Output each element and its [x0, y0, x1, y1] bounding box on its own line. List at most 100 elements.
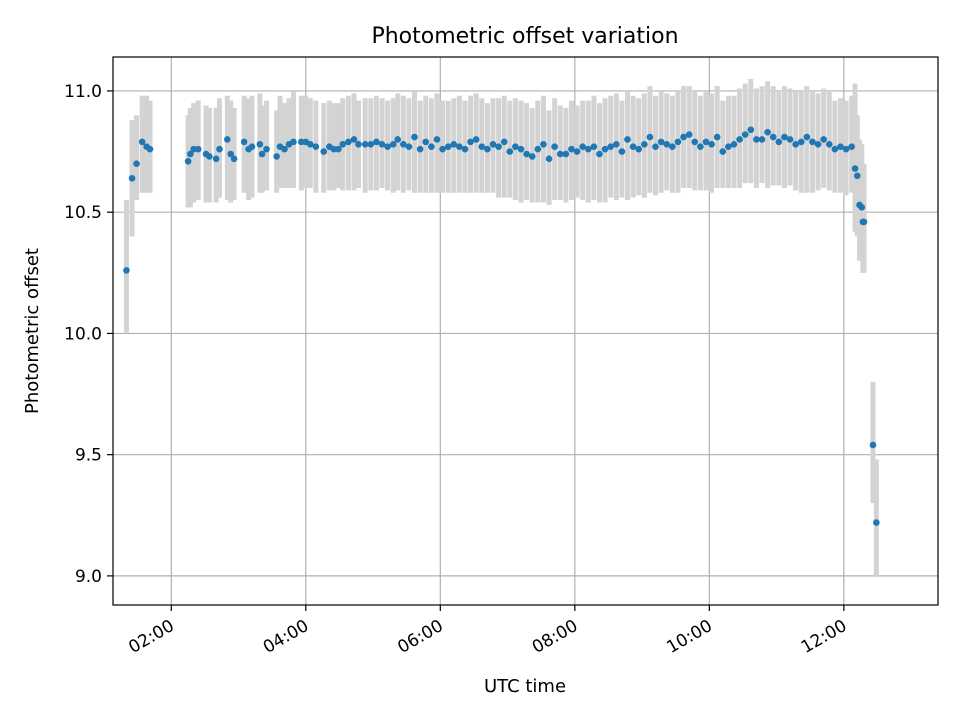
- data-point: [281, 145, 288, 153]
- data-point: [736, 136, 743, 143]
- data-point: [820, 136, 827, 143]
- data-point: [635, 145, 643, 153]
- data-point: [472, 136, 480, 143]
- data-point: [339, 140, 347, 148]
- data-point: [439, 145, 446, 153]
- data-points: [123, 126, 880, 526]
- data-point: [489, 140, 497, 148]
- x-axis-ticks: 02:00 04:00 06:00 08:00 10:00 12:00: [125, 605, 850, 658]
- data-point: [227, 150, 234, 158]
- data-point: [320, 148, 328, 155]
- data-point: [612, 140, 620, 148]
- data-point: [506, 148, 514, 155]
- data-point: [306, 140, 314, 148]
- data-point: [725, 143, 732, 151]
- y-tick-label: 9.5: [75, 446, 102, 466]
- data-point: [607, 143, 614, 151]
- data-point: [384, 143, 391, 151]
- data-point: [758, 136, 766, 143]
- data-point: [741, 131, 749, 138]
- data-point: [781, 133, 788, 141]
- data-point: [775, 138, 783, 146]
- data-point: [512, 143, 519, 151]
- data-point: [792, 140, 799, 148]
- data-point: [422, 138, 430, 146]
- data-point: [680, 133, 687, 141]
- y-axis-label: Photometric offset: [22, 248, 43, 414]
- data-point: [764, 128, 771, 136]
- x-tick-label: 12:00: [798, 616, 850, 658]
- data-point: [248, 143, 256, 151]
- data-point: [389, 140, 397, 148]
- data-point: [848, 143, 855, 151]
- data-point: [517, 145, 525, 153]
- data-point: [405, 143, 413, 151]
- data-point: [456, 143, 463, 151]
- data-point: [484, 145, 491, 153]
- data-point: [400, 140, 407, 148]
- data-point: [708, 140, 715, 148]
- data-point: [685, 131, 693, 138]
- data-point: [444, 143, 452, 151]
- x-tick-label: 04:00: [260, 616, 312, 658]
- data-point: [138, 138, 146, 146]
- chart-title: Photometric offset variation: [371, 24, 678, 49]
- data-point: [263, 145, 270, 153]
- data-point: [641, 140, 648, 148]
- data-point: [713, 133, 721, 141]
- data-point: [378, 140, 386, 148]
- data-point: [416, 145, 424, 153]
- data-point: [797, 138, 805, 146]
- data-point: [428, 143, 435, 151]
- x-tick-label: 10:00: [663, 616, 715, 658]
- data-point: [624, 136, 631, 143]
- data-point: [556, 150, 564, 158]
- data-point: [858, 204, 866, 211]
- data-point: [657, 138, 665, 146]
- data-point: [256, 140, 264, 148]
- data-point: [350, 136, 358, 143]
- data-point: [540, 140, 547, 148]
- data-point: [187, 150, 194, 158]
- data-point: [523, 150, 530, 158]
- data-point: [674, 138, 682, 146]
- data-point: [568, 145, 575, 153]
- data-point: [128, 174, 136, 182]
- data-point: [433, 136, 441, 143]
- data-point: [579, 143, 586, 151]
- x-tick-label: 02:00: [125, 616, 177, 658]
- data-point: [584, 145, 592, 153]
- data-point: [206, 153, 213, 160]
- data-point: [730, 140, 738, 148]
- data-point: [361, 140, 369, 148]
- y-axis-ticks: 9.0 9.5 10.0 10.5 11.0: [64, 82, 113, 587]
- data-point: [803, 133, 811, 141]
- data-point: [373, 138, 380, 146]
- data-point: [133, 160, 140, 167]
- data-point: [528, 153, 536, 160]
- data-point: [842, 145, 850, 153]
- y-tick-label: 10.0: [64, 324, 102, 344]
- data-point: [562, 150, 570, 158]
- data-point: [273, 153, 280, 160]
- data-point: [534, 145, 542, 153]
- data-point: [258, 150, 266, 158]
- data-point: [629, 143, 637, 151]
- data-point: [873, 519, 880, 526]
- data-point: [500, 138, 508, 146]
- error-bars: [123, 78, 879, 576]
- data-point: [394, 136, 402, 143]
- y-tick-label: 9.0: [75, 567, 102, 587]
- data-point: [355, 140, 362, 148]
- data-point: [551, 143, 558, 151]
- data-point: [646, 133, 654, 141]
- y-tick-label: 11.0: [64, 82, 102, 102]
- data-point: [596, 150, 603, 158]
- data-point: [230, 155, 238, 163]
- data-point: [146, 145, 154, 153]
- data-point: [224, 136, 231, 143]
- data-point: [194, 145, 202, 153]
- data-point: [809, 138, 816, 146]
- data-point: [719, 148, 727, 155]
